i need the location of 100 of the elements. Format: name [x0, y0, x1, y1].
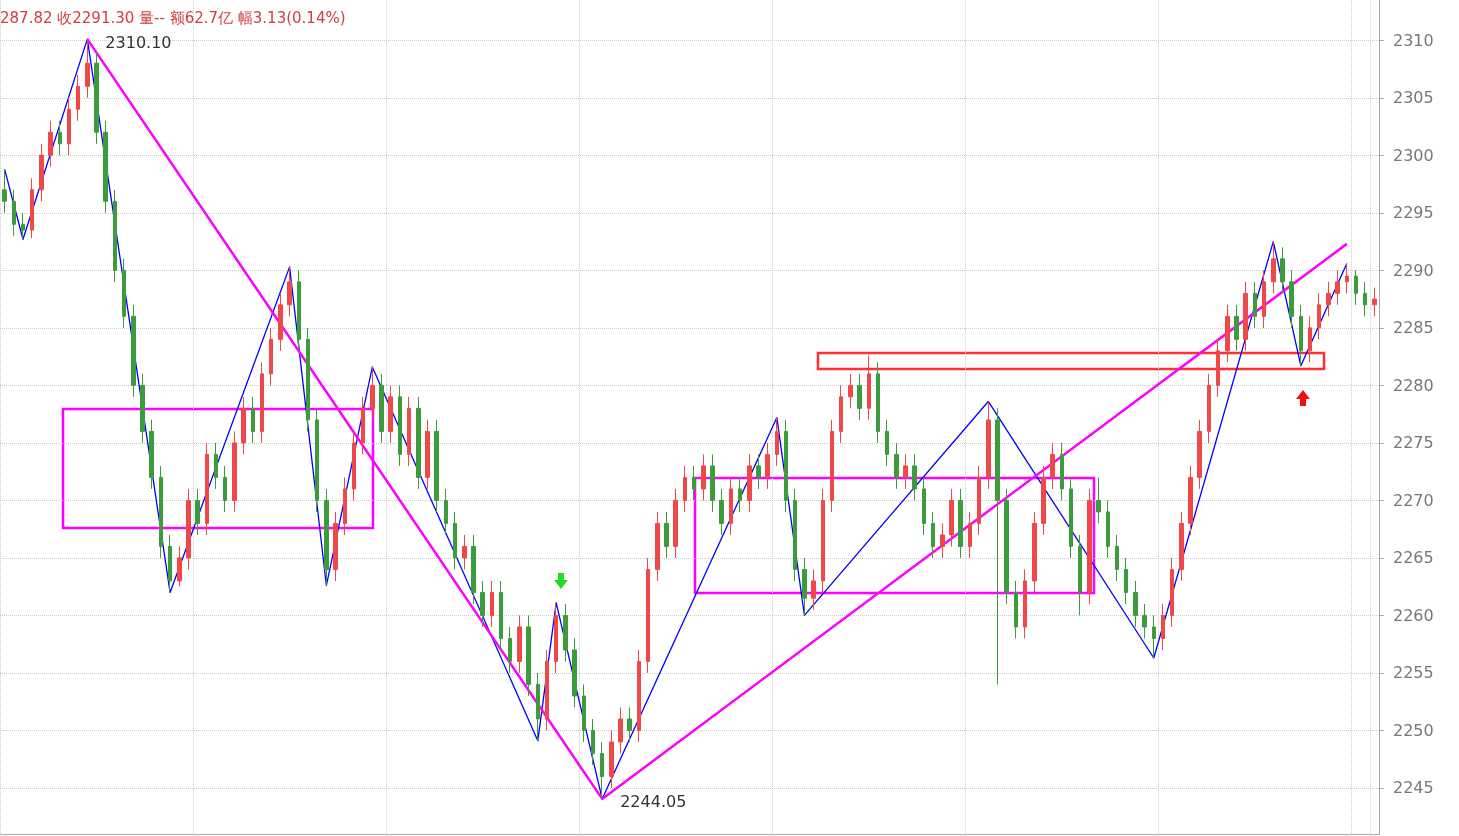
y-tick-label: 2300 [1393, 145, 1434, 165]
candlestick [1262, 269, 1266, 329]
candlestick [444, 488, 448, 536]
candlestick [1152, 614, 1156, 659]
candlestick [94, 51, 99, 145]
candlestick [738, 476, 742, 513]
candlestick [517, 614, 522, 674]
candlestick [1326, 281, 1331, 317]
y-tick-label: 2255 [1393, 663, 1434, 683]
candlestick [572, 637, 577, 708]
candlestick [1179, 511, 1184, 582]
candlestick [1188, 465, 1193, 536]
candlestick [1078, 534, 1082, 616]
candlestick [673, 488, 678, 559]
candlestick [1354, 269, 1358, 306]
candlestick [1234, 304, 1239, 352]
candlestick [425, 419, 430, 490]
y-tick-label: 2290 [1393, 260, 1434, 280]
candlestick [76, 74, 80, 122]
candlestick [159, 465, 163, 559]
candlestick [526, 614, 531, 697]
candlestick [67, 97, 71, 156]
candlestick [1142, 603, 1147, 639]
candlestick [1317, 292, 1321, 340]
candlestick [922, 476, 926, 536]
y-tick-label: 2275 [1393, 433, 1434, 453]
candlestick [1363, 281, 1367, 317]
candlestick [232, 430, 237, 513]
candlestick [931, 511, 935, 559]
candlestick [48, 120, 53, 168]
candlestick [508, 626, 512, 674]
candlestick [85, 38, 90, 99]
candlestick [857, 373, 862, 421]
candlestick [388, 384, 393, 444]
candlestick [563, 603, 568, 662]
candlestick [784, 419, 788, 513]
candlestick [205, 442, 209, 536]
candlestick [370, 366, 375, 421]
candlestick [260, 361, 264, 444]
candlestick [646, 557, 650, 674]
candlestick [1243, 281, 1248, 352]
candlestick [765, 442, 770, 490]
candlestick [269, 327, 273, 386]
candlestick [1124, 557, 1128, 605]
candlestick [627, 706, 632, 743]
candlestick [637, 649, 641, 743]
y-tick-label: 2250 [1393, 720, 1434, 740]
candlestick [719, 488, 724, 536]
candlestick [195, 488, 200, 536]
candlestick [1161, 603, 1165, 651]
candlestick [499, 580, 503, 651]
candlestick [1041, 465, 1046, 536]
candlestick [1280, 246, 1285, 294]
candlestick [1106, 499, 1110, 559]
candlestick [775, 417, 779, 467]
candlestick [600, 741, 604, 800]
candlestick [122, 258, 126, 329]
candlestick [683, 465, 687, 513]
candlestick [802, 557, 807, 616]
y-tick-label: 2295 [1393, 203, 1434, 223]
candlestick [2, 168, 7, 214]
candlestick [453, 511, 457, 570]
candlestick [1069, 476, 1073, 559]
candlestick [793, 488, 797, 582]
candlestick [306, 327, 310, 432]
candlestick [103, 120, 108, 214]
y-tick-label: 2270 [1393, 490, 1434, 510]
candlestick [618, 706, 623, 754]
candlestick [140, 373, 145, 444]
candlestick [912, 453, 917, 501]
candlestick [39, 143, 44, 202]
candlestick [30, 177, 34, 239]
candlestick [407, 396, 411, 467]
candlestick [1023, 568, 1027, 639]
candlestick [177, 545, 182, 588]
y-tick-label: 2245 [1393, 778, 1434, 798]
y-tick-label: 2285 [1393, 318, 1434, 338]
y-tick-label: 2305 [1393, 88, 1434, 108]
candlestick [545, 649, 549, 731]
candlestick [986, 400, 991, 490]
candlestick [692, 465, 696, 501]
candlestick [958, 488, 963, 559]
candlestick [968, 511, 972, 559]
candlestick [1096, 476, 1101, 524]
candlestick [729, 476, 733, 536]
candlestick [664, 511, 669, 559]
candlestick [1032, 511, 1037, 593]
candlestick [609, 729, 614, 789]
candlestick [903, 453, 908, 490]
candlestick [554, 602, 558, 674]
y-tick-label: 2280 [1393, 375, 1434, 395]
candlestick [251, 396, 255, 444]
candlestick [1014, 580, 1018, 639]
candlestick [287, 266, 292, 317]
candlestick [830, 419, 834, 513]
candlestick [1133, 580, 1138, 628]
candlestick [315, 407, 319, 513]
y-tick-label: 2260 [1393, 605, 1434, 625]
candlestick [821, 488, 825, 593]
candlestick [848, 373, 853, 409]
